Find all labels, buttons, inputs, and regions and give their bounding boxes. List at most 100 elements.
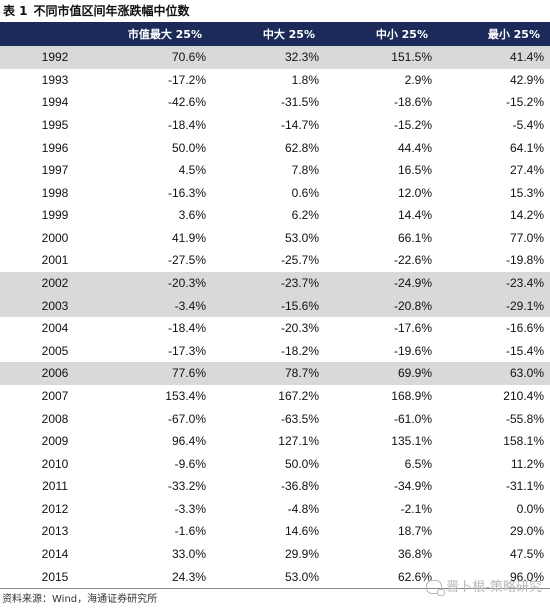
value-cell: -63.5% xyxy=(280,411,319,426)
source-note: 资料来源：Wind，海通证券研究所 晋卜根-策略研究 xyxy=(0,580,550,611)
value-cell: 127.1% xyxy=(278,434,319,449)
value-cell: -18.2% xyxy=(280,343,319,358)
value-cell: 33.0% xyxy=(171,547,206,561)
value-cell: -18.4% xyxy=(167,118,206,133)
value-cell: 70.6% xyxy=(110,46,212,69)
value-cell: 0.0% xyxy=(516,501,544,516)
value-cell: 77.0% xyxy=(509,230,544,245)
year-cell: 2002 xyxy=(0,271,110,295)
value-cell: -14.7% xyxy=(280,118,319,133)
value-cell: -23.7% xyxy=(212,271,325,295)
value-cell: 7.8% xyxy=(291,163,319,178)
table-row: 1996 50.0% 62.8% 44.4% 64.1% xyxy=(0,136,550,159)
header-mid-large-25: 中大 25% xyxy=(212,22,325,46)
value-cell: 210.4% xyxy=(503,388,544,403)
table-caption: 表 1 不同市值区间年涨跌幅中位数 xyxy=(0,0,550,22)
year-cell: 2015 xyxy=(41,569,69,584)
value-cell: 158.1% xyxy=(503,434,544,449)
table-row: 2013 -1.6% 14.6% 18.7% 29.0% xyxy=(0,520,550,543)
returns-table: 市值最大 25% 中大 25% 中小 25% 最小 25% 1992 70.6% 3… xyxy=(0,22,550,588)
watermark: 晋卜根-策略研究 xyxy=(426,577,542,599)
value-cell: -31.1% xyxy=(505,479,544,494)
value-cell: -42.6% xyxy=(167,95,206,110)
value-cell: -31.5% xyxy=(280,95,319,110)
year-cell: 1994 xyxy=(41,95,69,110)
year-cell: 2005 xyxy=(41,343,69,358)
value-cell: 36.8% xyxy=(397,547,432,561)
year-cell: 1998 xyxy=(41,185,69,200)
table-row: 2005 -17.3% -18.2% -19.6% -15.4% xyxy=(0,340,550,363)
table-row: 2001 -27.5% -25.7% -22.6% -19.8% xyxy=(0,249,550,272)
value-cell: 53.0% xyxy=(284,569,319,584)
value-cell: -15.2% xyxy=(393,118,432,133)
value-cell: -17.6% xyxy=(393,321,432,336)
value-cell: -19.6% xyxy=(393,343,432,358)
wechat-icon xyxy=(426,580,446,597)
value-cell: -24.9% xyxy=(325,271,438,295)
value-cell: 6.2% xyxy=(291,208,319,223)
value-cell: 24.3% xyxy=(171,569,206,584)
table-header-row: 市值最大 25% 中大 25% 中小 25% 最小 25% xyxy=(0,22,550,46)
value-cell: 2.9% xyxy=(404,72,432,87)
table-row: 1998 -16.3% 0.6% 12.0% 15.3% xyxy=(0,181,550,204)
value-cell: -20.3% xyxy=(280,321,319,336)
value-cell: -5.4% xyxy=(512,118,544,133)
year-cell: 2013 xyxy=(41,524,69,539)
table-row: 2009 96.4% 127.1% 135.1% 158.1% xyxy=(0,430,550,453)
year-cell: 2012 xyxy=(41,501,69,516)
year-cell: 2007 xyxy=(41,388,69,403)
value-cell: -18.6% xyxy=(393,95,432,110)
value-cell: 11.2% xyxy=(510,456,544,471)
value-cell: -23.4% xyxy=(438,271,550,295)
value-cell: 50.0% xyxy=(171,140,206,155)
year-cell: 2006 xyxy=(0,362,110,385)
value-cell: -61.0% xyxy=(393,411,432,426)
value-cell: -36.8% xyxy=(280,479,319,494)
year-cell: 2003 xyxy=(0,294,110,317)
table-row: 1992 70.6% 32.3% 151.5% 41.4% xyxy=(0,46,550,69)
value-cell: -19.8% xyxy=(505,253,544,268)
value-cell: 62.6% xyxy=(397,569,432,584)
value-cell: -29.1% xyxy=(438,294,550,317)
year-cell: 2011 xyxy=(42,479,68,494)
value-cell: -67.0% xyxy=(167,411,206,426)
value-cell: -15.4% xyxy=(505,343,544,358)
table-row: 2003 -3.4% -15.6% -20.8% -29.1% xyxy=(0,294,550,317)
source-text: 资料来源：Wind，海通证券研究所 xyxy=(2,593,158,605)
value-cell: -22.6% xyxy=(393,253,432,268)
value-cell: 3.6% xyxy=(178,208,206,223)
table-row: 1997 4.5% 7.8% 16.5% 27.4% xyxy=(0,159,550,182)
year-cell: 2010 xyxy=(41,456,69,471)
watermark-text: 晋卜根-策略研究 xyxy=(446,579,542,595)
header-mid-small-25: 中小 25% xyxy=(325,22,438,46)
value-cell: -33.2% xyxy=(167,479,206,494)
value-cell: 42.9% xyxy=(509,72,544,87)
table-row: 1994 -42.6% -31.5% -18.6% -15.2% xyxy=(0,91,550,114)
value-cell: 53.0% xyxy=(284,230,319,245)
value-cell: 14.2% xyxy=(509,208,544,223)
value-cell: -16.6% xyxy=(505,321,544,336)
value-cell: 151.5% xyxy=(325,46,438,69)
value-cell: 135.1% xyxy=(391,434,432,449)
value-cell: -18.4% xyxy=(167,321,206,336)
value-cell: 15.3% xyxy=(509,185,544,200)
table-row: 2006 77.6% 78.7% 69.9% 63.0% xyxy=(0,362,550,385)
value-cell: -17.2% xyxy=(167,72,206,87)
value-cell: 69.9% xyxy=(325,362,438,385)
value-cell: 167.2% xyxy=(278,388,319,403)
value-cell: 77.6% xyxy=(110,362,212,385)
table-row: 2000 41.9% 53.0% 66.1% 77.0% xyxy=(0,227,550,250)
value-cell: 66.1% xyxy=(397,230,432,245)
year-cell: 2008 xyxy=(41,411,69,426)
year-cell: 1995 xyxy=(41,118,69,133)
table-row: 2010 -9.6% 50.0% 6.5% 11.2% xyxy=(0,452,550,475)
value-cell: 50.0% xyxy=(284,456,319,471)
value-cell: 12.0% xyxy=(397,185,432,200)
value-cell: 29.9% xyxy=(284,547,319,561)
table-row: 1995 -18.4% -14.7% -15.2% -5.4% xyxy=(0,114,550,137)
table-row: 2002 -20.3% -23.7% -24.9% -23.4% xyxy=(0,271,550,295)
value-cell: -25.7% xyxy=(280,253,319,268)
value-cell: 32.3% xyxy=(212,46,325,69)
header-year xyxy=(0,22,110,46)
value-cell: 27.4% xyxy=(509,163,544,178)
